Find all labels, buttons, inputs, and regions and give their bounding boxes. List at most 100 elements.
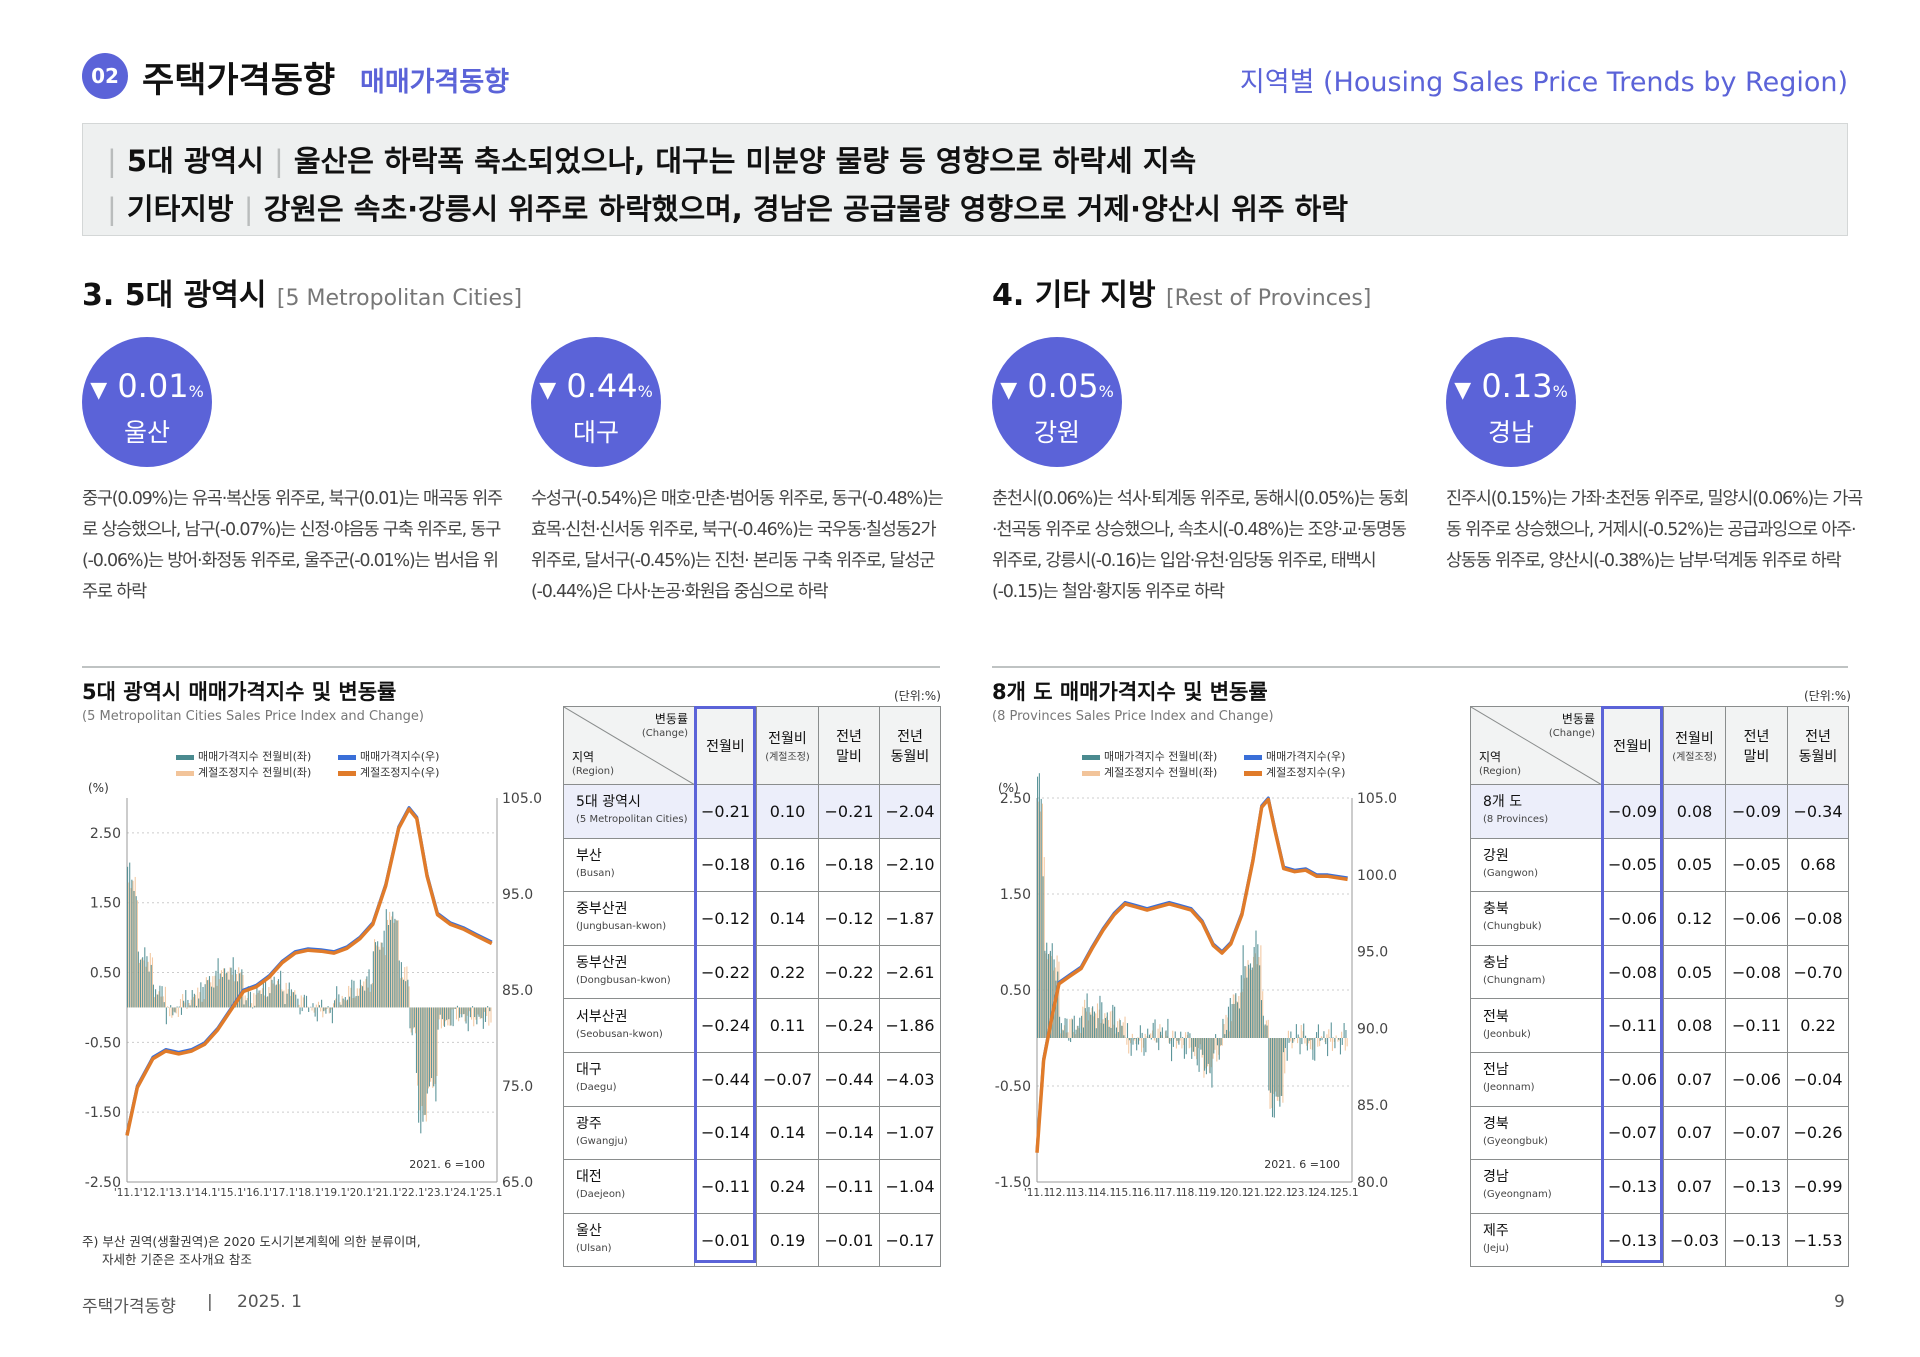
unit-label: (단위:%) <box>894 689 941 703</box>
change-bar <box>434 1007 436 1084</box>
region-cell: 8개 도 (8 Provinces) <box>1470 784 1602 839</box>
x-tick-label: '14.1 <box>1090 1187 1116 1199</box>
change-bar <box>1213 1038 1215 1054</box>
value-cell: 0.05 <box>1663 837 1726 893</box>
change-bar <box>144 947 146 1008</box>
change-bar <box>1175 1038 1177 1049</box>
change-bar <box>1317 1024 1319 1038</box>
change-bar <box>283 990 285 1008</box>
footer-date: 2025. 1 <box>237 1292 302 1312</box>
change-bar <box>252 1007 254 1009</box>
change-bar <box>1332 1037 1334 1038</box>
change-bar <box>262 981 264 1008</box>
change-bar <box>145 966 147 1008</box>
change-bar <box>1038 801 1040 1038</box>
change-bar <box>1087 1020 1089 1038</box>
change-bar <box>1062 1030 1064 1038</box>
change-bar <box>233 981 235 1008</box>
diagonal-line <box>564 707 695 785</box>
change-bar <box>245 1000 247 1008</box>
y2-tick-label: 105.0 <box>1357 791 1397 807</box>
change-bar <box>1122 1022 1124 1038</box>
change-bar <box>1209 1038 1211 1074</box>
y-tick-label: -0.50 <box>995 1079 1031 1095</box>
change-bar <box>1101 1002 1103 1038</box>
y-tick-label: 0.50 <box>90 966 121 982</box>
change-bar <box>208 976 211 1008</box>
change-bar <box>307 1006 309 1008</box>
change-bar <box>178 1006 180 1008</box>
value-cell: 0.19 <box>756 1212 819 1268</box>
value-cell: −0.17 <box>879 1212 941 1268</box>
region-cell: 강원 (Gangwon) <box>1470 837 1602 893</box>
change-bar <box>1335 1035 1337 1038</box>
change-bar <box>1045 953 1047 1038</box>
change-bar <box>1254 953 1256 1038</box>
change-bar <box>364 990 366 1008</box>
change-bar <box>1309 1038 1311 1050</box>
change-bar <box>146 956 148 1008</box>
value-cell: 0.07 <box>1663 1051 1726 1107</box>
change-bar <box>175 1007 177 1014</box>
change-bar <box>1055 980 1057 1038</box>
y2-tick-label: 65.0 <box>502 1175 533 1191</box>
description-ulsan: 중구(0.09%)는 유곡·복산동 위주로, 북구(0.01)는 매곡동 위주로… <box>82 489 503 602</box>
divider <box>992 666 1848 668</box>
change-bar <box>1300 1025 1302 1038</box>
change-bar <box>199 992 201 1008</box>
change-bar <box>238 967 240 1008</box>
value-cell: −2.10 <box>879 837 941 893</box>
change-bar <box>482 1007 484 1029</box>
change-bar <box>395 919 397 1008</box>
value-cell: −0.14 <box>818 1105 880 1161</box>
change-bar <box>1103 1023 1105 1038</box>
value-cell: 0.24 <box>756 1159 819 1214</box>
column-header: 전월비 <box>1601 706 1664 785</box>
change-bar <box>336 986 338 1008</box>
change-bar <box>1260 945 1262 1038</box>
change-bar <box>1271 1038 1273 1109</box>
change-bar <box>241 969 243 1008</box>
change-bar <box>1161 1027 1163 1038</box>
change-bar <box>480 1007 482 1019</box>
page-subtitle: 매매가격동향 <box>360 67 510 98</box>
change-bar <box>1197 1038 1200 1049</box>
change-bar <box>198 998 200 1008</box>
value-cell: −0.22 <box>694 944 757 1000</box>
value-cell: −0.09 <box>1601 784 1664 839</box>
y-tick-label: -0.50 <box>85 1035 121 1051</box>
table-row: 부산 (Busan) −0.18 0.16 −0.18 −2.10 <box>563 837 941 893</box>
change-bar <box>468 1007 470 1012</box>
change-bar <box>183 1000 185 1008</box>
change-bar <box>1068 1038 1070 1041</box>
section-number-badge: 02 <box>82 53 128 99</box>
change-bar <box>1302 1031 1304 1038</box>
value-cell: −0.09 <box>1725 784 1788 839</box>
change-bar <box>1091 1007 1093 1038</box>
change-bar <box>1128 1038 1130 1041</box>
change-bar <box>436 1007 438 1077</box>
change-bar <box>458 1007 460 1022</box>
x-tick-label: '12.1 <box>1046 1187 1072 1199</box>
summary-text: 강원은 속초·강릉시 위주로 하락했으며, 경남은 공급물량 영향으로 거제·양… <box>263 192 1349 226</box>
change-bar <box>1317 1038 1319 1047</box>
change-bar <box>188 1003 190 1008</box>
change-bar <box>398 960 400 1008</box>
change-bar <box>240 972 242 1008</box>
value-cell: −0.07 <box>1725 1105 1788 1161</box>
change-bar <box>1124 1016 1126 1038</box>
change-bar <box>1196 1038 1198 1060</box>
x-tick-label: '18.1 <box>1178 1187 1204 1199</box>
y-tick-label: 1.50 <box>90 896 121 912</box>
region-cell: 충북 (Chungbuk) <box>1470 891 1602 946</box>
change-bar <box>490 1007 492 1023</box>
change-bar <box>1216 1038 1218 1062</box>
change-bar <box>1252 956 1255 1038</box>
change-bar <box>267 996 269 1008</box>
change-bar <box>313 1007 315 1013</box>
value-cell: −0.24 <box>694 998 757 1053</box>
x-tick-label: '22.1 <box>1266 1187 1292 1199</box>
table-row: 울산 (Ulsan) −0.01 0.19 −0.01 −0.17 <box>563 1212 941 1268</box>
change-bar <box>1333 1038 1335 1042</box>
change-bar <box>1249 968 1251 1038</box>
